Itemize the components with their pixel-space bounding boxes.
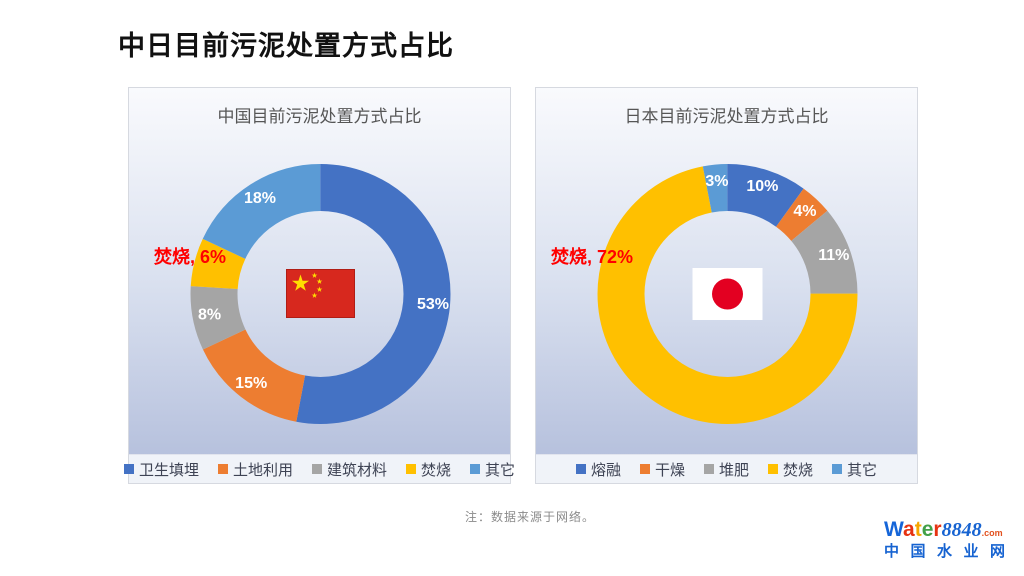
logo-dotcom: .com — [981, 528, 1003, 538]
legend-swatch — [123, 464, 134, 474]
legend-label: 干燥 — [654, 461, 685, 479]
legend-item-其它: 其它 — [832, 459, 877, 480]
legend-item-焚烧: 焚烧 — [406, 459, 451, 480]
legend-label: 熔融 — [590, 461, 621, 479]
legend-item-建筑材料: 建筑材料 — [312, 459, 387, 480]
chart-title-japan: 日本目前污泥处置方式占比 — [624, 107, 829, 126]
slice-label: 18% — [244, 190, 276, 207]
donut-segment-建筑材料 — [190, 164, 451, 424]
donut-segment-焚烧 — [597, 164, 858, 424]
legend-swatch — [703, 464, 714, 474]
legend-label: 焚烧 — [421, 461, 452, 479]
data-source-note: 注：数据来源于网络。 — [464, 510, 595, 524]
japan-flag-icon — [692, 268, 763, 320]
legend-swatch — [406, 464, 417, 474]
donut-chart-china: 53% 15% 8% 18% 焚烧, 6% — [153, 164, 451, 424]
logo-wordmark: Water8848.com — [884, 518, 1014, 541]
legend-label: 焚烧 — [783, 461, 814, 479]
slice-label: 4% — [793, 203, 816, 220]
donut-segments — [597, 164, 858, 424]
legend-label: 土地利用 — [232, 461, 293, 479]
logo-subtitle: 中国水业网 — [884, 543, 1017, 561]
donut-segment-卫生填埋 — [190, 164, 451, 424]
donut-segment-其它 — [190, 164, 451, 424]
legend-label: 卫生填埋 — [138, 461, 199, 479]
legend-swatch — [768, 464, 778, 474]
legend-swatch — [470, 464, 481, 474]
china-flag-icon — [286, 269, 355, 318]
donut-segments — [190, 164, 451, 424]
legend-label: 堆肥 — [718, 461, 749, 479]
legend-label: 建筑材料 — [327, 461, 388, 479]
legend-japan: 熔融 干燥 堆肥 焚烧 其它 — [536, 454, 917, 483]
page-title: 中日目前污泥处置方式占比 — [118, 31, 454, 61]
logo-number: 8848 — [941, 519, 982, 541]
slice-labels: 53% 15% 8% 18% — [198, 190, 449, 392]
legend-label: 其它 — [847, 461, 878, 479]
water8848-logo: Water8848.com 中国水业网 — [884, 518, 1014, 561]
legend-swatch — [312, 464, 322, 474]
chart-panel-japan: 日本目前污泥处置方式占比 10% 4% 11% 3% 焚烧, 72% 熔融 干燥 堆肥 焚烧… — [535, 87, 918, 484]
slice-label: 11% — [818, 247, 849, 264]
legend-item-焚烧: 焚烧 — [768, 459, 813, 480]
legend-item-熔融: 熔融 — [575, 459, 621, 480]
highlight-label-china: 焚烧, 6% — [153, 247, 226, 267]
chart-panel-china: 中国目前污泥处置方式占比 53% 15% 8% 18% 焚烧, 6% 卫生填埋 土地利用… — [123, 87, 515, 484]
legend-label: 其它 — [485, 461, 516, 479]
slice-label: 10% — [746, 178, 778, 195]
legend-item-堆肥: 堆肥 — [703, 459, 749, 480]
legend-item-土地利用: 土地利用 — [217, 459, 293, 480]
legend-swatch — [639, 464, 650, 474]
highlight-label-japan: 焚烧, 72% — [550, 247, 633, 267]
chart-title-china: 中国目前污泥处置方式占比 — [217, 107, 422, 126]
legend-china: 卫生填埋 土地利用 建筑材料 焚烧 其它 — [123, 454, 515, 483]
slice-labels: 10% 4% 11% 3% — [705, 173, 849, 264]
legend-swatch — [217, 464, 228, 474]
legend-swatch — [832, 464, 843, 474]
legend-item-其它: 其它 — [470, 459, 515, 480]
legend-item-干燥: 干燥 — [639, 459, 685, 480]
donut-chart-japan: 10% 4% 11% 3% 焚烧, 72% — [550, 164, 858, 424]
slice-label: 53% — [417, 296, 449, 313]
legend-item-卫生填埋: 卫生填埋 — [123, 459, 199, 480]
slice-label: 8% — [198, 307, 221, 324]
logo-word-letters: Water — [884, 518, 942, 541]
donut-segment-其它 — [597, 164, 858, 424]
slice-label: 3% — [705, 173, 728, 190]
slice-label: 15% — [235, 375, 267, 392]
legend-swatch — [575, 464, 586, 474]
